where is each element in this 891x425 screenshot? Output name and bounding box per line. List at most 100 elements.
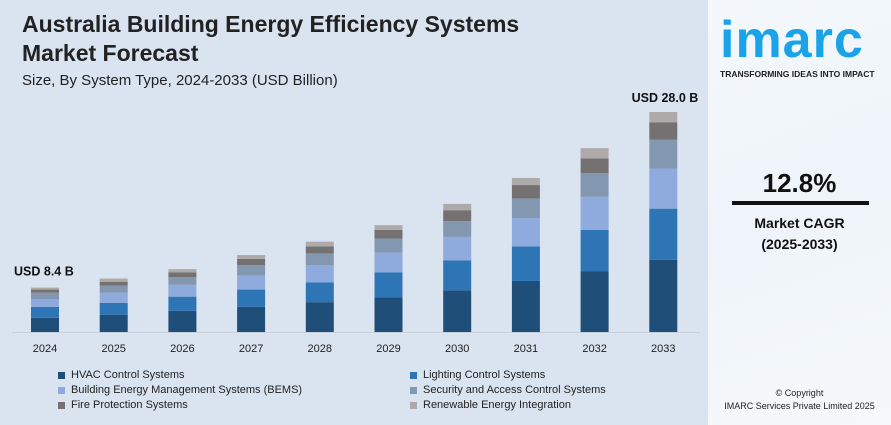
legend-swatch bbox=[58, 401, 65, 409]
legend-item: Lighting Control Systems bbox=[410, 369, 545, 381]
bar-segment bbox=[305, 253, 334, 266]
bar-segment bbox=[31, 299, 59, 307]
bar-segment bbox=[168, 269, 197, 273]
bar-segment bbox=[99, 314, 128, 332]
bar-segment bbox=[374, 229, 403, 239]
legend-swatch bbox=[58, 371, 65, 379]
bar-segment bbox=[237, 289, 266, 307]
bar-segment bbox=[305, 282, 334, 303]
bar-segment bbox=[649, 112, 678, 123]
cagr-period: (2025-2033) bbox=[761, 236, 838, 252]
legend-label: Fire Protection Systems bbox=[71, 399, 188, 411]
bar-segment bbox=[580, 173, 609, 197]
bar-segment bbox=[374, 238, 403, 253]
legend-swatch bbox=[410, 401, 417, 409]
x-tick-label: 2031 bbox=[514, 343, 538, 355]
legend-item: Fire Protection Systems bbox=[58, 399, 188, 411]
bar-segment bbox=[511, 218, 540, 247]
legend-label: Building Energy Management Systems (BEMS… bbox=[71, 384, 303, 396]
chart-title: Australia Building Energy Efficiency Sys… bbox=[22, 10, 622, 68]
x-tick-label: 2026 bbox=[170, 343, 194, 355]
bar-segment bbox=[649, 208, 678, 260]
bar-segment bbox=[31, 317, 59, 332]
legend-label: Renewable Energy Integration bbox=[423, 399, 571, 411]
bar-segment bbox=[99, 302, 128, 315]
bar-segment bbox=[511, 246, 540, 281]
stacked-bar-chart: 2024 USD 8.4 B 2025 2026 2027 2028 2029 2030 203… bbox=[12, 91, 700, 355]
tagline: TRANSFORMING IDEAS INTO IMPACT bbox=[720, 69, 875, 79]
bar-segment bbox=[305, 246, 334, 254]
bar-segment bbox=[99, 292, 128, 303]
x-tick-label: 2025 bbox=[101, 343, 125, 355]
legend-item: Renewable Energy Integration bbox=[410, 399, 571, 411]
bar-segment bbox=[168, 310, 197, 332]
bar-segment bbox=[237, 258, 266, 266]
bar-segment bbox=[374, 225, 403, 230]
legend-swatch bbox=[58, 386, 65, 394]
x-tick-label: 2029 bbox=[376, 343, 400, 355]
title-line-1: Australia Building Energy Efficiency Sys… bbox=[22, 11, 520, 37]
bar-segment bbox=[168, 284, 197, 297]
title-line-2: Market Forecast bbox=[22, 40, 199, 66]
cagr-label: Market CAGR (2025-2033) bbox=[708, 213, 891, 255]
x-tick-label: 2032 bbox=[582, 343, 606, 355]
bar-segment bbox=[649, 168, 678, 209]
x-tick-label: 2028 bbox=[308, 343, 332, 355]
bar-segment bbox=[443, 210, 472, 222]
legend-item: Security and Access Control Systems bbox=[410, 384, 606, 396]
bar-segment bbox=[649, 122, 678, 140]
bar-segment bbox=[511, 178, 540, 186]
legend-label: HVAC Control Systems bbox=[71, 369, 185, 381]
bar-segment bbox=[511, 280, 540, 332]
side-panel: imarc TRANSFORMING IDEAS INTO IMPACT 12.… bbox=[708, 0, 891, 425]
imarc-logo: imarc bbox=[720, 11, 864, 69]
bar-segment bbox=[99, 281, 128, 286]
x-tick-label: 2033 bbox=[651, 343, 675, 355]
bar-segment bbox=[168, 272, 197, 277]
bar-segment bbox=[31, 289, 59, 293]
bar-segment bbox=[649, 259, 678, 332]
legend-item: HVAC Control Systems bbox=[58, 369, 185, 381]
bar-segment bbox=[374, 297, 403, 332]
x-tick-label: 2027 bbox=[239, 343, 263, 355]
copyright: © Copyright IMARC Services Private Limite… bbox=[708, 387, 891, 413]
bar-segment bbox=[580, 158, 609, 174]
bar-segment bbox=[580, 229, 609, 272]
legend-label: Security and Access Control Systems bbox=[423, 384, 606, 396]
bar-segment bbox=[443, 236, 472, 261]
bar-segment bbox=[305, 302, 334, 332]
x-tick-label: 2024 bbox=[33, 343, 57, 355]
x-tick-label: 2030 bbox=[445, 343, 469, 355]
cagr-value: 12.8% bbox=[762, 168, 837, 198]
legend-label: Lighting Control Systems bbox=[423, 369, 546, 381]
legend-item: Building Energy Management Systems (BEMS… bbox=[58, 384, 302, 396]
cagr-label-text: Market CAGR bbox=[754, 215, 845, 231]
bar-segment bbox=[580, 271, 609, 332]
bar-segment bbox=[443, 203, 472, 211]
bar-segment bbox=[443, 290, 472, 332]
bar-segment bbox=[511, 185, 540, 199]
copyright-line-2: IMARC Services Private Limited 2025 bbox=[724, 401, 875, 411]
bar-segment bbox=[31, 292, 59, 299]
bar-segment bbox=[237, 306, 266, 332]
bar-segment bbox=[443, 260, 472, 291]
bar-segment bbox=[168, 296, 197, 311]
legend-swatch bbox=[410, 386, 417, 394]
bar-segment bbox=[237, 255, 266, 259]
bar-segment bbox=[168, 277, 197, 285]
bar-segment bbox=[99, 285, 128, 293]
divider bbox=[732, 201, 869, 205]
bar-segment bbox=[305, 265, 334, 283]
bar-segment bbox=[374, 272, 403, 298]
bar-segment bbox=[511, 198, 540, 219]
copyright-line-1: © Copyright bbox=[775, 388, 824, 398]
bar-segment bbox=[99, 278, 128, 282]
total-label: USD 28.0 B bbox=[632, 91, 699, 105]
legend-swatch bbox=[410, 371, 417, 379]
bar-segment bbox=[374, 252, 403, 273]
bar-segment bbox=[649, 139, 678, 169]
bar-segment bbox=[237, 275, 266, 290]
chart-subtitle: Size, By System Type, 2024-2033 (USD Bil… bbox=[22, 72, 338, 89]
bar-segment bbox=[580, 196, 609, 230]
bar-segment bbox=[31, 287, 59, 290]
